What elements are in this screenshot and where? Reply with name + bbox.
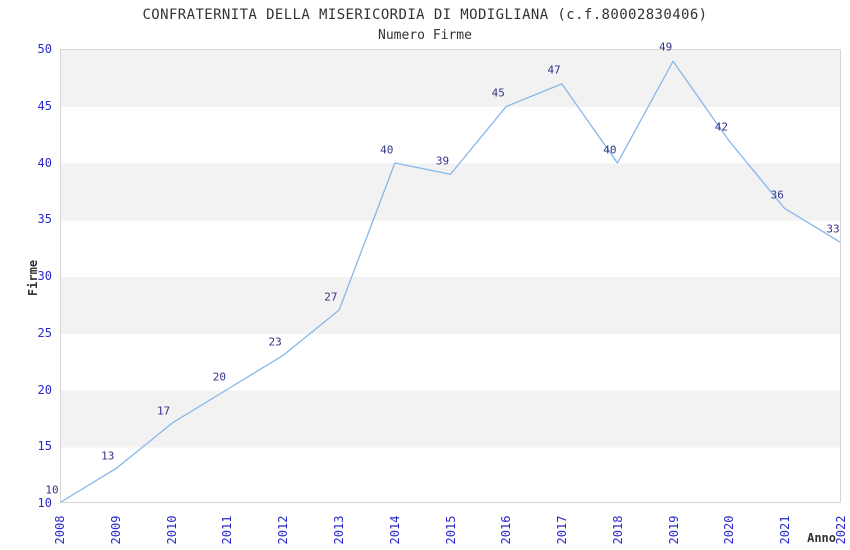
- x-tick-label: 2018: [610, 515, 625, 545]
- y-tick-label: 25: [37, 325, 52, 340]
- y-tick-label: 20: [37, 382, 52, 397]
- x-tick-label: 2022: [834, 515, 848, 545]
- x-tick-label: 2012: [276, 515, 291, 545]
- x-tick-label: 2016: [499, 515, 514, 545]
- point-value-label: 17: [156, 404, 171, 418]
- x-tick-label: 2020: [722, 515, 737, 545]
- point-value-label: 10: [45, 483, 59, 497]
- point-value-label: 40: [603, 143, 617, 156]
- series-line: [60, 60, 841, 503]
- point-value-label: 33: [826, 222, 840, 236]
- y-tick-label: 10: [37, 496, 52, 510]
- point-value-label: 40: [380, 143, 394, 156]
- x-tick-label: 2013: [331, 515, 346, 545]
- x-tick-label: 2021: [778, 515, 793, 545]
- x-tick-label: 2019: [666, 515, 681, 545]
- point-value-label: 36: [770, 188, 784, 202]
- point-value-label: 39: [435, 154, 450, 168]
- y-tick-label: 30: [37, 269, 52, 283]
- point-value-label: 23: [268, 335, 282, 349]
- y-tick-label: 40: [37, 155, 52, 170]
- plot-area: [60, 49, 841, 503]
- point-value-label: 27: [324, 290, 338, 304]
- y-tick-label: 45: [37, 98, 52, 113]
- x-tick-label: 2009: [108, 515, 123, 545]
- x-tick-label: 2010: [164, 515, 179, 545]
- series-svg: [60, 60, 841, 503]
- x-tick-label: 2017: [555, 515, 570, 545]
- point-value-label: 45: [491, 86, 505, 100]
- chart-title: CONFRATERNITA DELLA MISERICORDIA DI MODI…: [142, 7, 708, 23]
- x-tick-label: 2011: [220, 515, 235, 545]
- point-value-label: 13: [101, 449, 115, 463]
- point-value-label: 20: [212, 370, 226, 383]
- chart-subtitle: Numero Firme: [378, 28, 472, 43]
- x-tick-label: 2014: [387, 515, 402, 545]
- y-tick-label: 15: [37, 439, 52, 454]
- y-tick-label: 50: [37, 42, 52, 56]
- point-value-label: 42: [714, 120, 729, 134]
- y-tick-label: 35: [37, 212, 52, 227]
- point-value-label: 49: [659, 40, 673, 54]
- x-tick-label: 2015: [443, 515, 458, 545]
- point-value-label: 47: [547, 63, 561, 77]
- x-axis-title: Anno: [807, 531, 836, 545]
- x-tick-label: 2008: [53, 515, 67, 545]
